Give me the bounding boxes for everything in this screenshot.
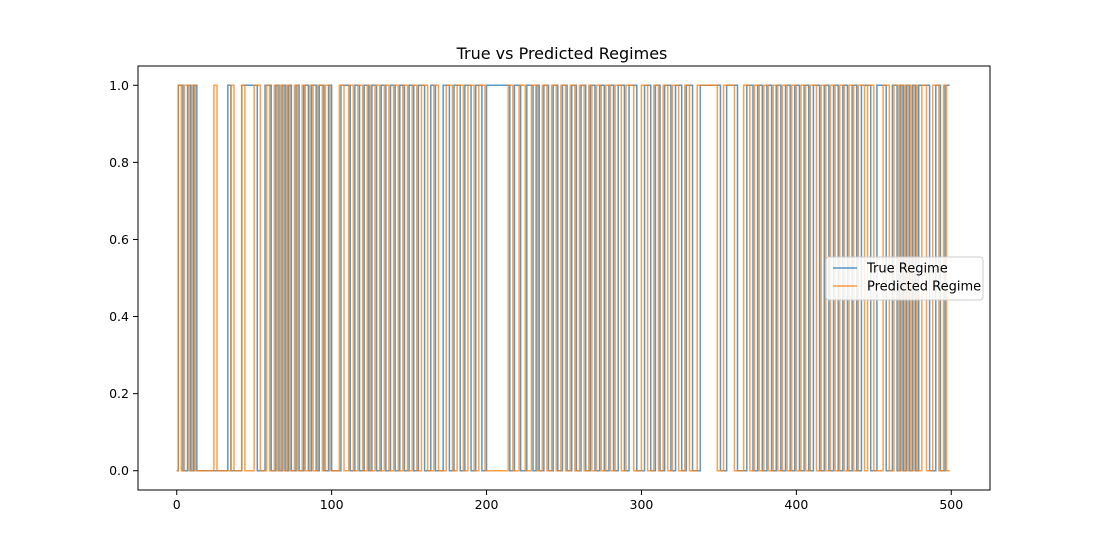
x-tick-label: 0 — [173, 497, 181, 512]
axes-frame — [137, 65, 991, 491]
x-tick-label: 100 — [320, 497, 344, 512]
y-tick-label: 0.4 — [109, 309, 129, 324]
x-tick-label: 200 — [475, 497, 499, 512]
x-axis: 0 100 200 300 400 500 — [173, 490, 963, 512]
x-tick-label: 300 — [630, 497, 654, 512]
y-tick-label: 1.0 — [109, 78, 129, 93]
y-tick-label: 0.2 — [109, 386, 129, 401]
chart-title: True vs Predicted Regimes — [456, 44, 668, 63]
y-tick-label: 0.6 — [109, 232, 129, 247]
legend-label: Predicted Regime — [867, 280, 981, 295]
x-tick-label: 400 — [784, 497, 808, 512]
plot-area — [176, 84, 950, 472]
x-tick-label: 500 — [939, 497, 963, 512]
y-tick-label: 0.0 — [109, 463, 129, 478]
series-line-predicted-regime — [176, 84, 950, 472]
y-tick-label: 0.8 — [109, 155, 129, 170]
legend: True Regime Predicted Regime — [825, 256, 984, 301]
y-axis: 0.0 0.2 0.4 0.6 0.8 1.0 — [109, 78, 138, 478]
legend-label: True Regime — [866, 262, 948, 277]
legend-box — [825, 256, 984, 301]
